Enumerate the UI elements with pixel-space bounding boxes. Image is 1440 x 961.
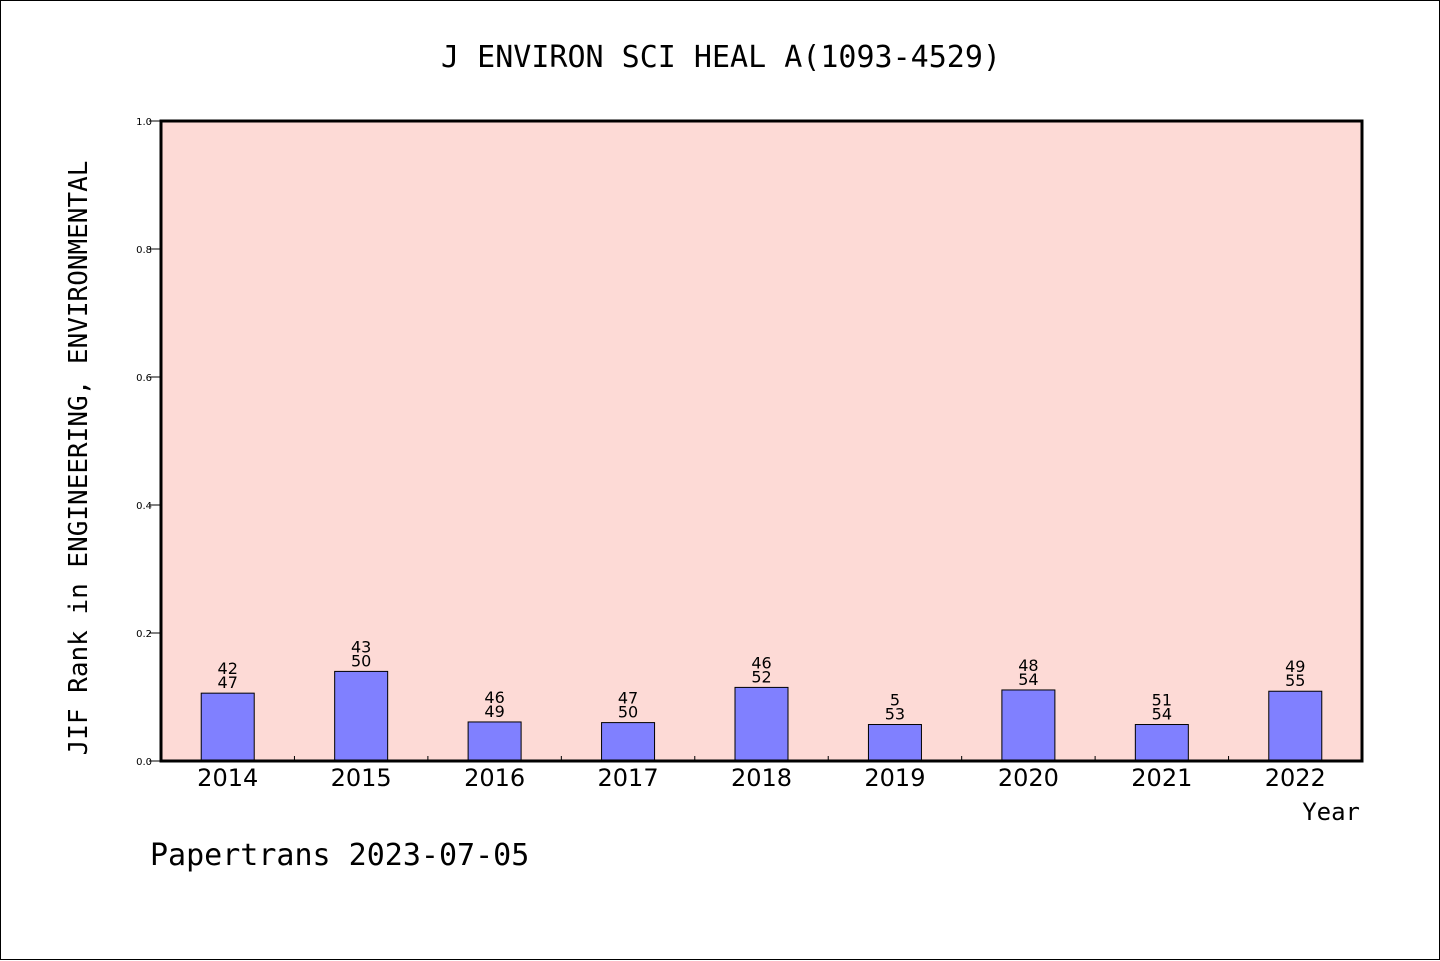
bar-rank-label-2018: 46: [751, 653, 771, 672]
bar-2021: [1134, 724, 1189, 762]
y-tick-label-0.8: 0.8: [136, 245, 152, 256]
bar-total-label-2016: 49: [484, 702, 504, 721]
x-tick-label-2022: 2022: [1265, 764, 1326, 792]
bar-2018: [734, 686, 789, 762]
bar-2016: [467, 721, 522, 762]
bar-series: [200, 670, 1323, 762]
x-tick-label-2020: 2020: [998, 764, 1059, 792]
bar-total-label-2015: 50: [351, 651, 371, 670]
x-tick-label-2016: 2016: [464, 764, 525, 792]
bar-rank-label-2022: 49: [1285, 657, 1305, 676]
bar-total-label-2020: 54: [1018, 670, 1038, 689]
bar-total-label-2014: 47: [218, 673, 238, 692]
plot-border: [159, 119, 1364, 763]
bar-rank-label-2014: 42: [218, 659, 238, 678]
y-tick-label-0.4: 0.4: [136, 501, 152, 512]
bar-total-label-2022: 55: [1285, 671, 1305, 690]
bar-rank-label-2017: 47: [618, 689, 638, 708]
y-tick-label-0.0: 0.0: [136, 757, 152, 768]
bar-2019: [867, 724, 922, 762]
bar-total-label-2018: 52: [751, 667, 771, 686]
x-axis: 2014 2015 2016 2017 2018 2019 2020 2021 2022: [197, 756, 1326, 792]
y-tick-label-1.0: 1.0: [136, 117, 152, 128]
bar-rank-label-2021: 51: [1152, 691, 1172, 710]
y-axis-label: JIF Rank in ENGINEERING, ENVIRONMENTAL: [64, 161, 94, 756]
x-tick-label-2018: 2018: [731, 764, 792, 792]
x-tick-label-2014: 2014: [197, 764, 258, 792]
bar-2014: [200, 692, 255, 762]
chart-title: J ENVIRON SCI HEAL A(1093-4529): [441, 40, 1001, 75]
y-axis: 0.0 0.2 0.4 0.6 0.8 1.0: [136, 117, 161, 768]
bar-rank-label-2020: 48: [1018, 656, 1038, 675]
x-tick-label-2017: 2017: [598, 764, 659, 792]
bar-total-label-2019: 53: [885, 705, 905, 724]
bar-2015: [334, 670, 389, 762]
y-tick-label-0.6: 0.6: [136, 373, 152, 384]
plot-area: [161, 121, 1362, 761]
y-tick-label-0.2: 0.2: [136, 629, 152, 640]
footer-credit: Papertrans 2023-07-05: [150, 838, 529, 873]
x-tick-label-2019: 2019: [864, 764, 925, 792]
bar-2022: [1268, 690, 1323, 762]
bar-rank-label-2019: 5: [890, 691, 900, 710]
bar-total-label-2021: 54: [1152, 705, 1172, 724]
x-tick-label-2021: 2021: [1131, 764, 1192, 792]
bar-rank-label-2015: 43: [351, 637, 371, 656]
x-axis-label: Year: [1302, 798, 1360, 826]
x-tick-label-2015: 2015: [331, 764, 392, 792]
bar-2017: [601, 722, 656, 762]
bar-2020: [1001, 689, 1056, 762]
bar-rank-label-2016: 46: [484, 688, 504, 707]
bar-total-label-2017: 50: [618, 703, 638, 722]
